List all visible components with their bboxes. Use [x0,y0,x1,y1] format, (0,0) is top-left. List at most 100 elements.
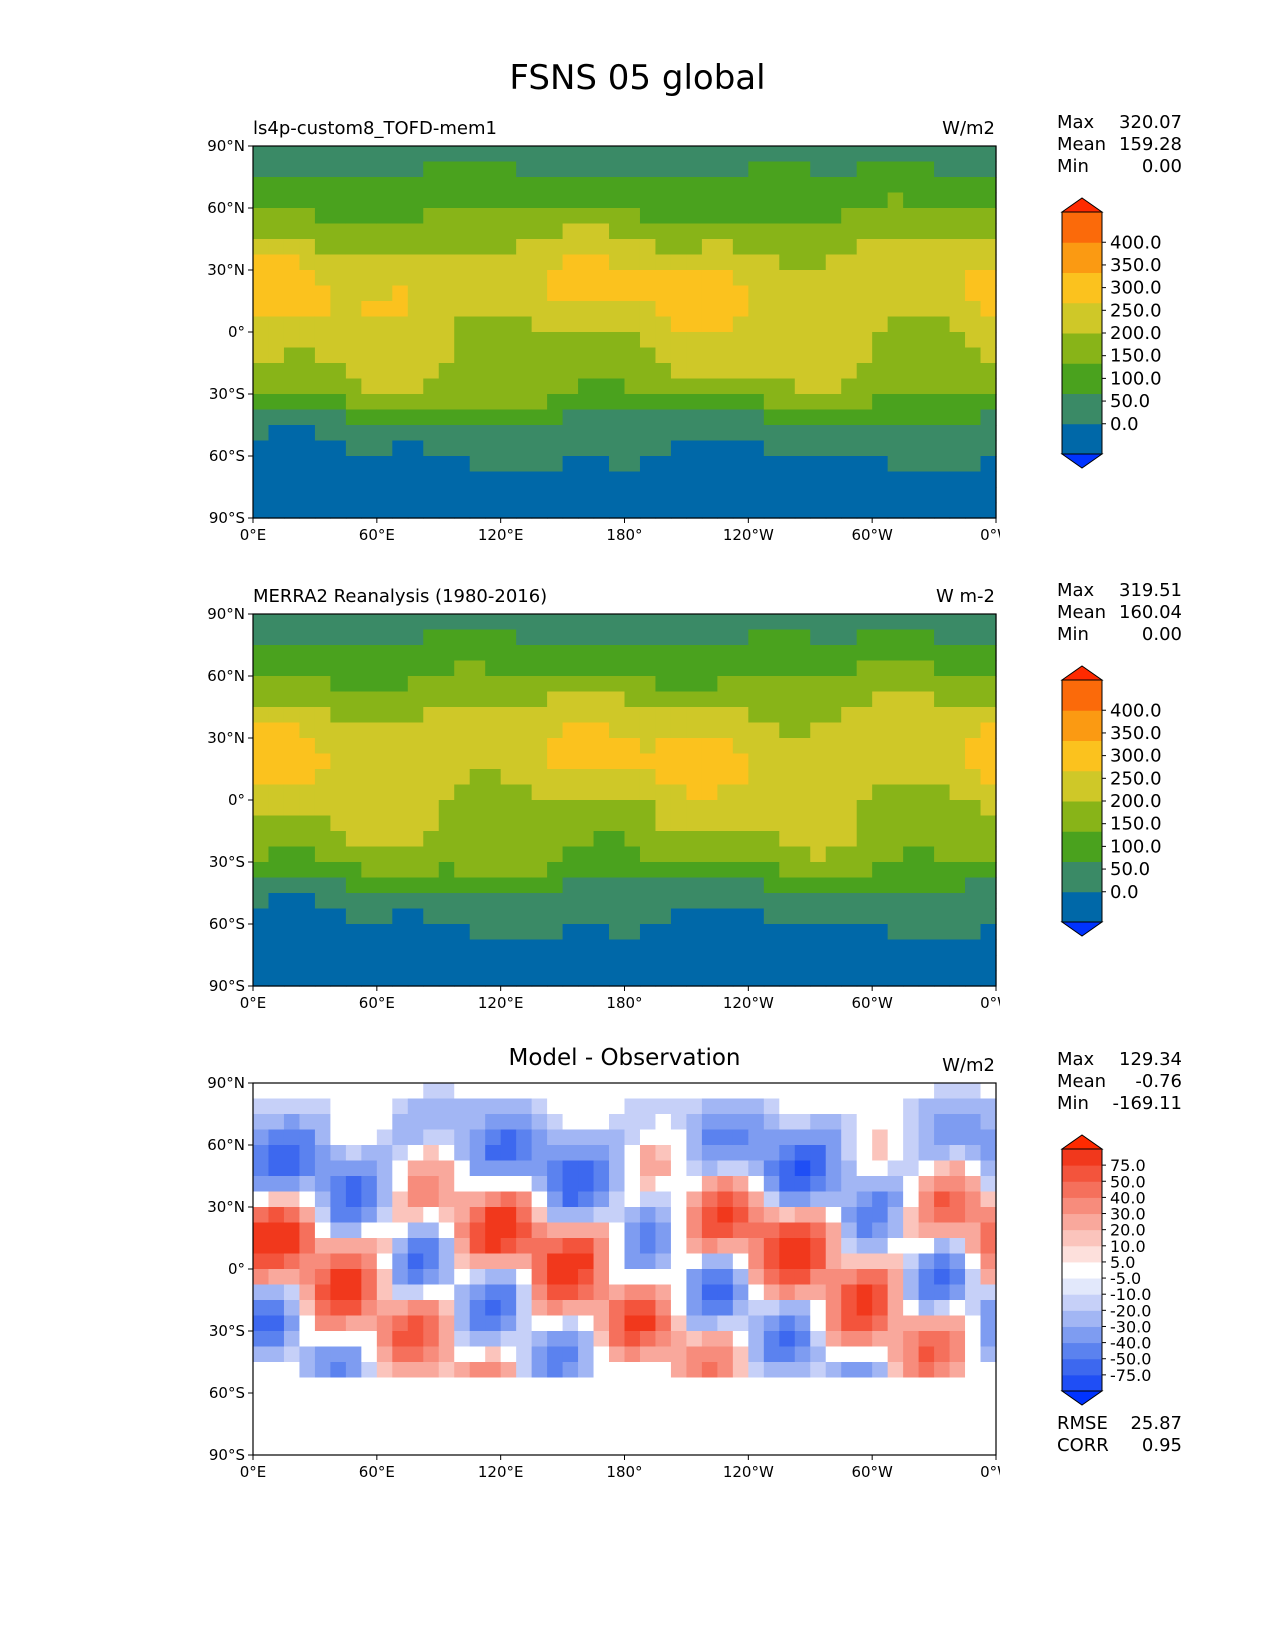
field-cell [268,270,285,287]
field-cell [949,769,966,786]
field-cell [609,1331,626,1348]
field-cell [856,1222,873,1239]
field-cell [454,629,471,646]
field-cell [609,332,626,349]
field-cell [794,877,811,894]
field-cell [887,722,904,739]
field-cell [686,254,703,271]
field-cell [841,394,858,411]
field-cell [980,893,997,910]
field-cell [686,1176,703,1193]
field-cell [624,254,641,271]
field-cell [918,924,935,941]
field-cell [639,1331,657,1348]
field-cell [825,1346,842,1363]
field-cell [438,301,455,318]
field-cell [314,831,331,848]
field-cell [438,394,455,411]
field-cell [361,629,378,646]
field-cell [253,924,270,941]
lon-tick-label: 120°W [723,994,774,1012]
field-cell [686,676,703,693]
field-cell [253,208,270,225]
field-cell [856,660,873,677]
field-cell [686,1145,703,1162]
field-cell [794,629,811,646]
field-cell [980,738,997,755]
field-cell [934,208,951,225]
lon-tick-label: 0°E [240,994,267,1012]
field-cell [934,1315,951,1332]
field-cell [268,208,285,225]
field-cell [701,332,718,349]
field-cell [825,208,842,225]
field-cell [299,146,316,163]
field-cell [918,1176,935,1193]
field-cell [717,893,734,910]
field-cell [918,1191,935,1208]
field-cell [268,1408,285,1425]
field-cell [376,1238,393,1255]
field-cell [779,378,796,395]
field-cell [701,440,718,457]
field-cell [717,471,734,488]
field-cell [531,301,548,318]
field-cell [345,784,362,801]
field-cell [376,1315,393,1332]
field-cell [918,784,935,801]
field-cell [330,753,347,770]
field-cell [624,1191,641,1208]
field-cell [469,707,486,724]
field-cell [376,316,393,333]
field-cell [454,893,471,910]
field-cell [547,815,564,832]
field-cell [454,409,471,426]
lat-tick-label: 60°S [209,915,245,933]
colorbar-segment [1062,680,1102,711]
field-cell [345,676,362,693]
field-cell [283,1207,301,1224]
field-cell [299,1191,316,1208]
field-cell [609,254,626,271]
field-cell [531,456,548,473]
field-cell [609,831,626,848]
field-cell [872,939,889,956]
field-cell [732,862,749,879]
field-cell [965,614,982,631]
field-cell [934,769,951,786]
field-cell [438,614,455,631]
field-cell [903,440,920,457]
field-cell [965,1176,982,1193]
field-cell [609,440,626,457]
field-cell [717,815,734,832]
field-cell [748,347,765,364]
field-cell [903,161,920,178]
field-cell [547,939,564,956]
field-cell [407,487,424,504]
field-cell [562,1129,579,1146]
field-cell [376,1284,393,1301]
field-cell [423,1269,440,1286]
field-cell [423,1083,440,1100]
field-cell [299,738,316,755]
field-cell [655,1331,672,1348]
colorbar-label: 200.0 [1110,323,1162,344]
field-cell [748,1207,765,1224]
field-cell [578,1269,595,1286]
field-cell [655,1315,672,1332]
field-cell [516,1300,533,1317]
stat-max: 319.51 [1119,580,1182,601]
field-cell [578,970,595,987]
field-cell [407,161,424,178]
field-cell [732,456,749,473]
field-cell [655,1300,672,1317]
field-cell [872,1393,889,1410]
field-cell [516,347,533,364]
field-cell [609,316,626,333]
field-cell [485,1362,502,1379]
field-cell [686,691,703,708]
field-cell [345,877,362,894]
field-cell [965,1083,982,1100]
field-cell [376,722,393,739]
colorbar-segment [1062,1149,1102,1166]
